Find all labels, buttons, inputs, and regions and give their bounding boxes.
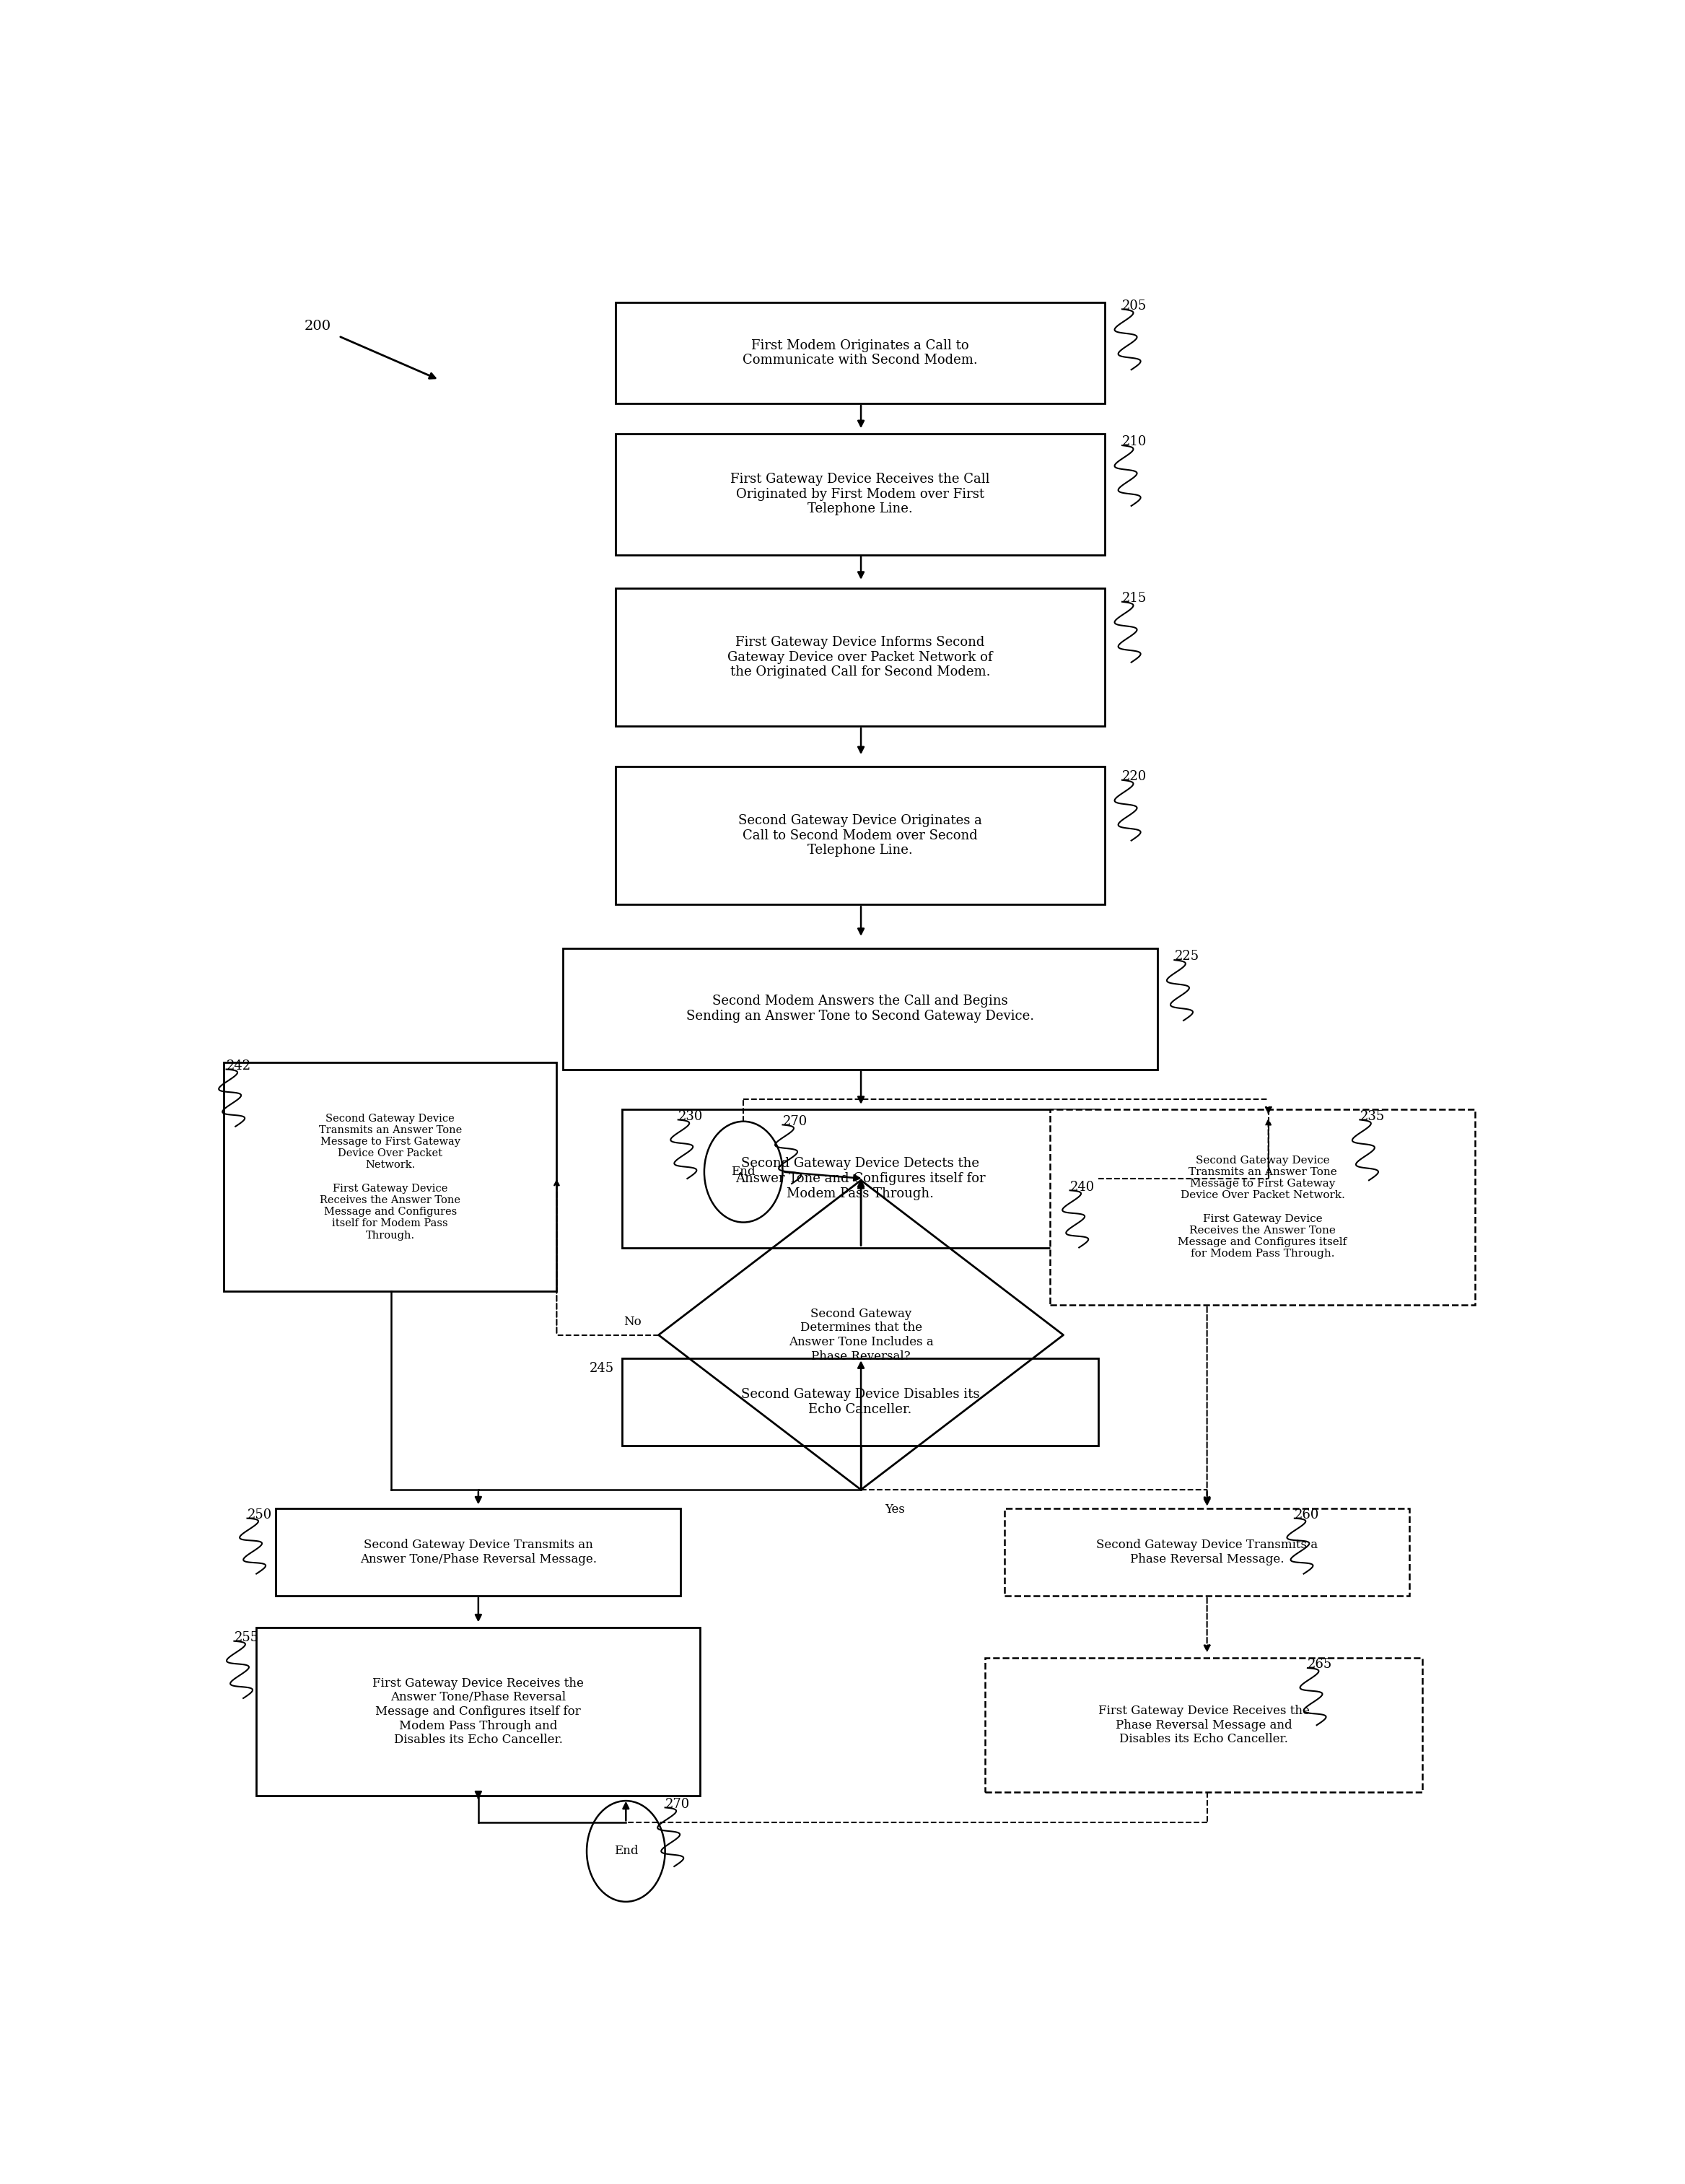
Text: 242: 242: [226, 1059, 251, 1072]
Text: End: End: [613, 1845, 639, 1856]
Text: Second Modem Answers the Call and Begins
Sending an Answer Tone to Second Gatewa: Second Modem Answers the Call and Begins…: [686, 994, 1035, 1022]
Polygon shape: [615, 301, 1105, 404]
Polygon shape: [1050, 1109, 1474, 1304]
Text: 270: 270: [666, 1797, 689, 1811]
Text: 250: 250: [248, 1509, 271, 1522]
Text: 215: 215: [1122, 592, 1147, 605]
Text: Second Gateway Device
Transmits an Answer Tone
Message to First Gateway
Device O: Second Gateway Device Transmits an Answe…: [318, 1114, 462, 1241]
Text: 230: 230: [677, 1109, 703, 1123]
Polygon shape: [1004, 1509, 1409, 1597]
Circle shape: [586, 1802, 666, 1902]
Text: First Gateway Device Informs Second
Gateway Device over Packet Network of
the Or: First Gateway Device Informs Second Gate…: [728, 636, 992, 679]
Text: 260: 260: [1294, 1509, 1319, 1522]
Polygon shape: [563, 948, 1158, 1070]
Text: 255: 255: [234, 1631, 259, 1645]
Polygon shape: [622, 1358, 1099, 1446]
Text: 265: 265: [1308, 1658, 1333, 1671]
Text: 200: 200: [305, 319, 332, 332]
Text: Second Gateway Device Disables its
Echo Canceller.: Second Gateway Device Disables its Echo …: [741, 1389, 979, 1415]
Text: First Gateway Device Receives the
Phase Reversal Message and
Disables its Echo C: First Gateway Device Receives the Phase …: [1099, 1706, 1309, 1745]
Text: First Gateway Device Receives the
Answer Tone/Phase Reversal
Message and Configu: First Gateway Device Receives the Answer…: [372, 1677, 585, 1747]
Text: 270: 270: [782, 1114, 807, 1127]
Text: Second Gateway Device
Transmits an Answer Tone
Message to First Gateway
Device O: Second Gateway Device Transmits an Answe…: [1178, 1155, 1346, 1258]
Polygon shape: [615, 587, 1105, 727]
Polygon shape: [622, 1109, 1099, 1247]
Text: 210: 210: [1122, 435, 1147, 448]
Text: 225: 225: [1174, 950, 1200, 963]
Text: 235: 235: [1360, 1109, 1385, 1123]
Text: Second Gateway Device Transmits an
Answer Tone/Phase Reversal Message.: Second Gateway Device Transmits an Answe…: [361, 1540, 596, 1566]
Text: Second Gateway Device Originates a
Call to Second Modem over Second
Telephone Li: Second Gateway Device Originates a Call …: [738, 815, 982, 856]
Text: 205: 205: [1122, 299, 1147, 312]
Text: Second Gateway Device Transmits a
Phase Reversal Message.: Second Gateway Device Transmits a Phase …: [1097, 1540, 1318, 1566]
Text: First Gateway Device Receives the Call
Originated by First Modem over First
Tele: First Gateway Device Receives the Call O…: [731, 472, 991, 515]
Circle shape: [704, 1120, 782, 1223]
Text: First Modem Originates a Call to
Communicate with Second Modem.: First Modem Originates a Call to Communi…: [743, 339, 977, 367]
Text: 220: 220: [1122, 771, 1147, 784]
Text: Second Gateway Device Detects the
Answer Tone and Configures itself for
Modem Pa: Second Gateway Device Detects the Answer…: [735, 1158, 986, 1199]
Polygon shape: [615, 435, 1105, 555]
Polygon shape: [615, 767, 1105, 904]
Polygon shape: [256, 1627, 701, 1795]
Polygon shape: [986, 1658, 1422, 1793]
Text: Second Gateway
Determines that the
Answer Tone Includes a
Phase Reversal?: Second Gateway Determines that the Answe…: [789, 1308, 933, 1363]
Text: 245: 245: [590, 1363, 613, 1376]
Polygon shape: [276, 1509, 681, 1597]
Polygon shape: [224, 1064, 556, 1291]
Text: Yes: Yes: [885, 1505, 905, 1516]
Text: No: No: [623, 1315, 642, 1328]
Text: 240: 240: [1070, 1182, 1095, 1192]
Text: End: End: [731, 1166, 755, 1177]
